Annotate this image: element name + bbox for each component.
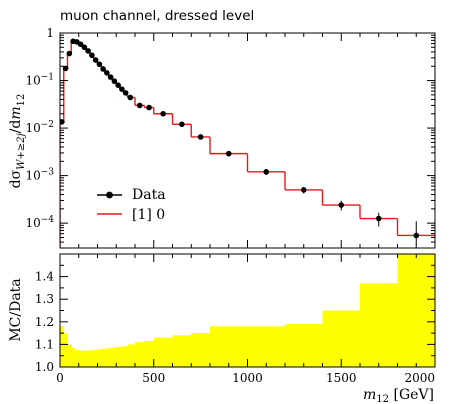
data-point [146, 104, 152, 111]
ratio-band-bin [127, 344, 136, 367]
x-axis-label: m12 [GeV] [363, 387, 434, 404]
data-point [136, 102, 143, 109]
ratio-plot-area: 1.0 1.1 1.2 1.3 1.4 0 500 1000 1500 2000 [35, 253, 436, 385]
svg-text:dσW+≥2j/dm12: dσW+≥2j/dm12 [8, 94, 27, 189]
ratio-y-axis-label: MC/Data [8, 278, 24, 341]
data-point [60, 119, 65, 125]
legend-data-marker [106, 191, 113, 199]
ratio-x-tick-label: 2000 [404, 371, 435, 385]
ratio-band-bin [172, 335, 192, 367]
ratio-band-bin [112, 347, 117, 367]
ratio-y-tick-label: 1.0 [35, 360, 54, 374]
data-point [85, 48, 91, 54]
legend: Data [1] 0 [97, 187, 166, 223]
ratio-band-bin [116, 347, 121, 367]
main-y-axis: 1 10−1 10−2 10−3 10−4 [25, 26, 435, 249]
data-point [89, 52, 95, 59]
ratio-y-tick-label: 1.4 [35, 270, 54, 284]
main-y-tick-label: 10−2 [25, 120, 54, 135]
main-y-tick-label: 10−4 [25, 215, 54, 230]
data-point [300, 187, 307, 193]
ratio-x-tick-label: 500 [142, 371, 165, 385]
legend-mc-label: [1] 0 [132, 207, 165, 223]
ratio-x-tick-label: 1500 [326, 371, 357, 385]
data-series [60, 38, 420, 245]
ratio-y-axis: 1.0 1.1 1.2 1.3 1.4 [35, 253, 435, 374]
ratio-band-bin [360, 283, 398, 367]
ratio-band-bin [135, 342, 145, 367]
data-point [104, 70, 110, 76]
ratio-band-bin [86, 350, 91, 367]
data-point [179, 121, 185, 128]
main-y-tick-label: 1 [46, 26, 54, 40]
main-y-tick-label: 10−3 [25, 168, 54, 183]
data-point [160, 110, 166, 117]
data-point [375, 215, 382, 222]
main-x-axis-ticks [59, 33, 436, 248]
chart-title: muon channel, dressed level [60, 8, 254, 24]
data-point [111, 78, 118, 84]
ratio-band-bin [97, 349, 102, 367]
ratio-band-bin [120, 346, 125, 367]
data-point [66, 50, 73, 57]
ratio-band-bin [191, 333, 211, 367]
ratio-band-bin [105, 348, 110, 367]
ratio-band-bin [108, 348, 113, 367]
ratio-band-bin [90, 350, 95, 367]
ratio-band-bin [153, 337, 173, 367]
ratio-band-bin [71, 347, 76, 367]
ratio-x-tick-label: 0 [56, 371, 64, 385]
data-point [107, 74, 114, 80]
data-point [197, 134, 204, 140]
ratio-band-bin [123, 346, 128, 367]
ratio-band-bin [247, 326, 286, 367]
ratio-band-bin [63, 333, 68, 367]
data-point [81, 44, 88, 51]
data-point [100, 66, 106, 72]
ratio-y-tick-label: 1.3 [35, 292, 54, 306]
main-y-tick-label: 10−1 [25, 73, 54, 88]
data-point [77, 41, 84, 48]
ratio-band-bin [285, 324, 323, 367]
data-point [115, 82, 121, 88]
ratio-y-tick-label: 1.2 [35, 315, 54, 329]
data-point [263, 169, 270, 175]
data-point [413, 232, 420, 239]
data-point [338, 202, 345, 208]
data-point [127, 94, 134, 101]
ratio-band-bin [397, 254, 435, 367]
ratio-band [60, 254, 435, 367]
main-plot-area: 1 10−1 10−2 10−3 10−4 [25, 26, 436, 249]
ratio-band-bin [67, 344, 72, 367]
ratio-band-bin [144, 341, 155, 367]
ratio-band-bin [322, 310, 361, 367]
data-point [119, 86, 125, 92]
ratio-x-tick-label: 1000 [232, 371, 263, 385]
ratio-band-bin [78, 350, 83, 367]
data-point [96, 61, 103, 68]
ratio-band-bin [93, 349, 98, 367]
legend-data-label: Data [132, 187, 166, 203]
ratio-x-axis: 0 500 1000 1500 2000 [56, 254, 436, 385]
svg-text:MC/Data: MC/Data [8, 278, 24, 341]
ratio-band-bin [210, 326, 248, 367]
main-y-axis-label: dσW+≥2j/dm12 [8, 94, 27, 189]
ratio-band-bin [101, 348, 106, 367]
ratio-band-bin [60, 326, 65, 367]
data-point [62, 65, 69, 72]
ratio-y-tick-label: 1.1 [35, 337, 54, 351]
data-point [92, 57, 99, 63]
data-point [122, 90, 129, 96]
ratio-band-bin [75, 350, 80, 367]
ratio-band-bin [82, 350, 87, 367]
data-point [225, 150, 232, 157]
